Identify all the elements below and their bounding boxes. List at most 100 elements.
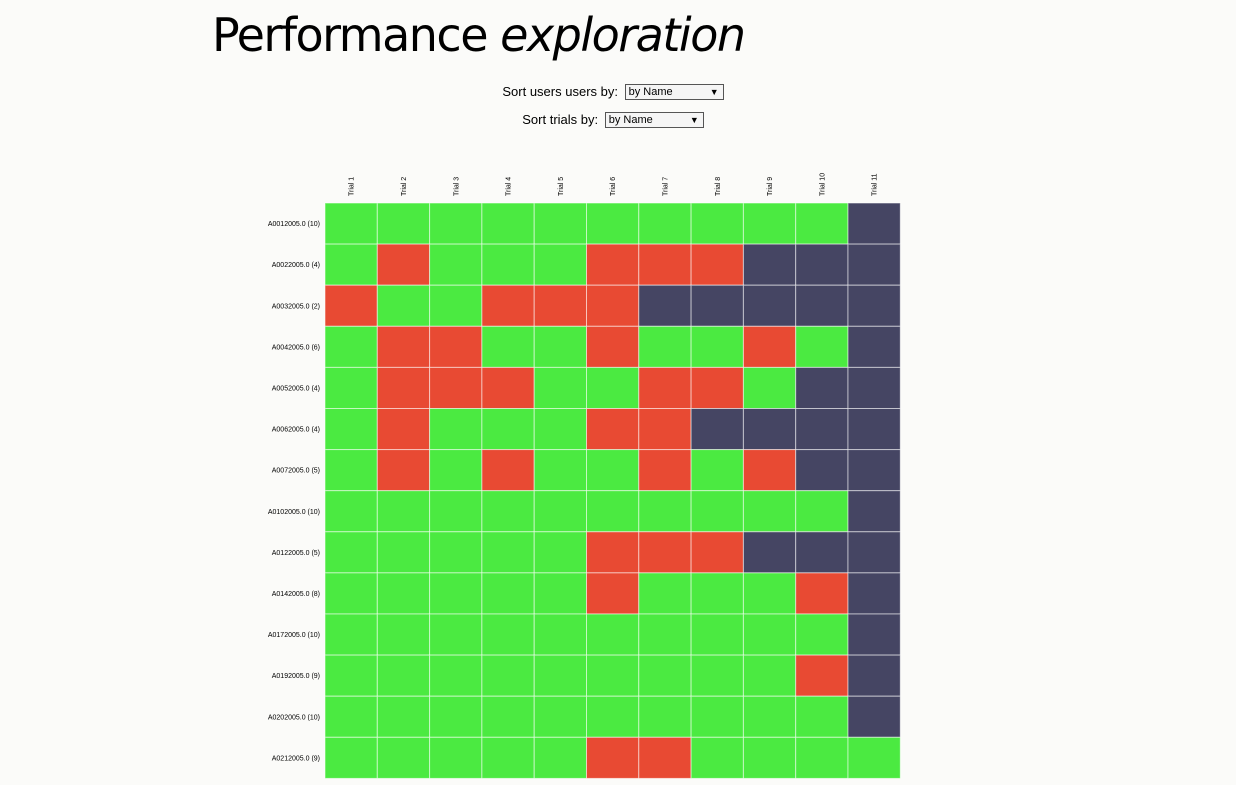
- heatmap-cell[interactable]: [638, 243, 692, 286]
- heatmap-cell[interactable]: [586, 490, 640, 533]
- heatmap-cell[interactable]: [795, 695, 849, 738]
- heatmap-cell[interactable]: [742, 572, 797, 615]
- heatmap-cell[interactable]: [638, 325, 692, 368]
- heatmap-cell[interactable]: [742, 695, 797, 738]
- heatmap-cell[interactable]: [481, 408, 535, 451]
- heatmap-cell[interactable]: [638, 490, 692, 533]
- heatmap-cell[interactable]: [376, 408, 431, 451]
- heatmap-cell[interactable]: [533, 202, 588, 245]
- heatmap-cell[interactable]: [638, 449, 692, 492]
- heatmap-cell[interactable]: [847, 531, 901, 574]
- heatmap-cell[interactable]: [742, 736, 797, 779]
- heatmap-cell[interactable]: [481, 654, 535, 697]
- heatmap-cell[interactable]: [429, 613, 483, 656]
- heatmap-cell[interactable]: [638, 531, 692, 574]
- heatmap-cell[interactable]: [481, 284, 535, 327]
- heatmap-cell[interactable]: [376, 736, 431, 779]
- heatmap-cell[interactable]: [742, 243, 797, 286]
- heatmap-cell[interactable]: [690, 325, 744, 368]
- heatmap-cell[interactable]: [533, 243, 588, 286]
- heatmap-cell[interactable]: [586, 531, 640, 574]
- heatmap-cell[interactable]: [376, 284, 431, 327]
- heatmap-cell[interactable]: [376, 572, 431, 615]
- heatmap-cell[interactable]: [533, 654, 588, 697]
- heatmap-cell[interactable]: [638, 654, 692, 697]
- heatmap-cell[interactable]: [324, 572, 378, 615]
- heatmap-cell[interactable]: [586, 408, 640, 451]
- heatmap-cell[interactable]: [376, 531, 431, 574]
- heatmap-cell[interactable]: [533, 284, 588, 327]
- heatmap-cell[interactable]: [481, 490, 535, 533]
- heatmap-cell[interactable]: [690, 243, 744, 286]
- heatmap-cell[interactable]: [638, 284, 692, 327]
- heatmap-cell[interactable]: [742, 408, 797, 451]
- heatmap-cell[interactable]: [586, 613, 640, 656]
- heatmap-cell[interactable]: [481, 243, 535, 286]
- heatmap-cell[interactable]: [429, 449, 483, 492]
- heatmap-cell[interactable]: [795, 325, 849, 368]
- heatmap-cell[interactable]: [533, 490, 588, 533]
- heatmap-cell[interactable]: [324, 695, 378, 738]
- heatmap-cell[interactable]: [429, 243, 483, 286]
- heatmap-cell[interactable]: [742, 531, 797, 574]
- heatmap-cell[interactable]: [847, 695, 901, 738]
- heatmap-cell[interactable]: [795, 736, 849, 779]
- heatmap-cell[interactable]: [690, 572, 744, 615]
- heatmap-cell[interactable]: [533, 449, 588, 492]
- heatmap-cell[interactable]: [847, 408, 901, 451]
- heatmap-cell[interactable]: [533, 736, 588, 779]
- heatmap-cell[interactable]: [376, 449, 431, 492]
- heatmap-cell[interactable]: [586, 449, 640, 492]
- heatmap-cell[interactable]: [847, 490, 901, 533]
- heatmap-cell[interactable]: [690, 408, 744, 451]
- heatmap-cell[interactable]: [847, 613, 901, 656]
- heatmap-cell[interactable]: [638, 613, 692, 656]
- heatmap-cell[interactable]: [690, 736, 744, 779]
- heatmap-cell[interactable]: [481, 202, 535, 245]
- heatmap-cell[interactable]: [376, 654, 431, 697]
- heatmap-cell[interactable]: [324, 325, 378, 368]
- sort-users-select[interactable]: by Name ▼: [624, 83, 724, 100]
- heatmap-cell[interactable]: [324, 284, 378, 327]
- heatmap-cell[interactable]: [376, 695, 431, 738]
- sort-trials-select[interactable]: by Name ▼: [604, 111, 704, 128]
- heatmap-cell[interactable]: [795, 202, 849, 245]
- heatmap-cell[interactable]: [324, 490, 378, 533]
- heatmap-cell[interactable]: [481, 695, 535, 738]
- heatmap-cell[interactable]: [795, 284, 849, 327]
- heatmap-cell[interactable]: [847, 325, 901, 368]
- heatmap-cell[interactable]: [586, 284, 640, 327]
- heatmap-cell[interactable]: [376, 243, 431, 286]
- heatmap-cell[interactable]: [638, 202, 692, 245]
- heatmap-cell[interactable]: [795, 366, 849, 409]
- heatmap-cell[interactable]: [690, 695, 744, 738]
- heatmap-cell[interactable]: [847, 654, 901, 697]
- heatmap-cell[interactable]: [586, 654, 640, 697]
- heatmap-cell[interactable]: [429, 202, 483, 245]
- heatmap-cell[interactable]: [690, 531, 744, 574]
- heatmap-cell[interactable]: [324, 531, 378, 574]
- heatmap-cell[interactable]: [638, 366, 692, 409]
- heatmap-cell[interactable]: [742, 325, 797, 368]
- heatmap-cell[interactable]: [481, 531, 535, 574]
- heatmap-cell[interactable]: [533, 366, 588, 409]
- heatmap-cell[interactable]: [586, 572, 640, 615]
- heatmap-cell[interactable]: [690, 654, 744, 697]
- heatmap-cell[interactable]: [690, 490, 744, 533]
- heatmap-cell[interactable]: [638, 736, 692, 779]
- heatmap-cell[interactable]: [481, 572, 535, 615]
- heatmap-cell[interactable]: [429, 490, 483, 533]
- heatmap-cell[interactable]: [795, 572, 849, 615]
- heatmap-cell[interactable]: [481, 736, 535, 779]
- heatmap-cell[interactable]: [847, 736, 901, 779]
- heatmap-cell[interactable]: [690, 284, 744, 327]
- heatmap-cell[interactable]: [376, 366, 431, 409]
- heatmap-cell[interactable]: [795, 490, 849, 533]
- heatmap-cell[interactable]: [795, 531, 849, 574]
- heatmap-cell[interactable]: [742, 613, 797, 656]
- heatmap-cell[interactable]: [586, 202, 640, 245]
- heatmap-cell[interactable]: [847, 202, 901, 245]
- heatmap-cell[interactable]: [690, 449, 744, 492]
- heatmap-cell[interactable]: [847, 449, 901, 492]
- heatmap-cell[interactable]: [324, 202, 378, 245]
